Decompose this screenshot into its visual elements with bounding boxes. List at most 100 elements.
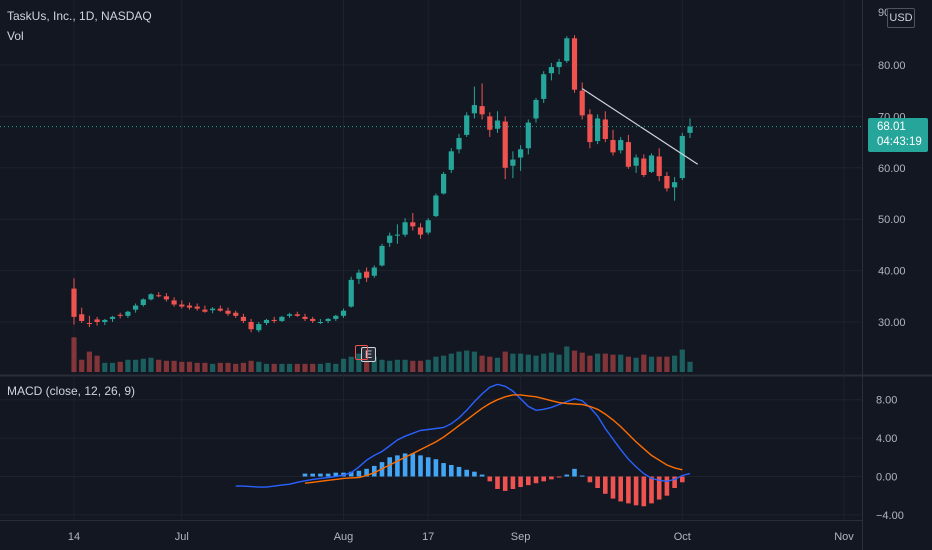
candle-body bbox=[163, 296, 169, 300]
volume-bar bbox=[548, 352, 554, 372]
macd-histogram-bar bbox=[464, 469, 469, 477]
candle-body bbox=[441, 173, 447, 194]
volume-bar bbox=[487, 356, 493, 372]
volume-bar bbox=[202, 362, 208, 372]
volume-bar bbox=[263, 363, 270, 372]
macd-histogram-bar bbox=[664, 476, 670, 496]
candle-body bbox=[148, 294, 154, 300]
volume-bar bbox=[664, 356, 670, 372]
macd-histogram-bar bbox=[510, 476, 516, 489]
candle-body bbox=[294, 314, 300, 316]
volume-bar bbox=[302, 363, 308, 372]
candle-body bbox=[448, 151, 454, 170]
volume-bar bbox=[256, 361, 262, 372]
volume-bar bbox=[471, 351, 477, 372]
candle-body bbox=[687, 126, 693, 133]
candle-body bbox=[587, 114, 593, 143]
volume-bar bbox=[394, 359, 400, 372]
volume-bar bbox=[410, 360, 416, 372]
candle-body bbox=[356, 272, 362, 279]
candle-body bbox=[202, 309, 208, 312]
candle-body bbox=[564, 38, 570, 61]
macd-histogram-bar bbox=[649, 476, 654, 504]
volume-bar bbox=[133, 359, 139, 372]
candle-body bbox=[340, 310, 347, 316]
volume-bar bbox=[287, 363, 293, 372]
volume-bar bbox=[679, 349, 685, 372]
macd-histogram-bar bbox=[433, 459, 439, 477]
candle-body bbox=[502, 121, 508, 168]
volume-bar bbox=[102, 362, 108, 372]
candle-body bbox=[233, 312, 239, 316]
macd-histogram-bar bbox=[549, 476, 554, 480]
candle-body bbox=[571, 38, 578, 90]
candle-body bbox=[394, 234, 400, 236]
price-tick-label: 50.00 bbox=[878, 214, 906, 226]
volume-bar bbox=[687, 361, 693, 372]
candle-body bbox=[648, 155, 655, 172]
macd-histogram-bar bbox=[318, 473, 323, 477]
candle-body bbox=[456, 137, 462, 150]
volume-bar bbox=[571, 350, 578, 372]
candle-body bbox=[402, 222, 408, 235]
currency-badge[interactable]: USD bbox=[887, 8, 915, 28]
volume-bar bbox=[556, 354, 562, 372]
candle-body bbox=[125, 311, 131, 316]
macd-histogram-bar bbox=[310, 473, 315, 477]
candle-body bbox=[579, 90, 585, 116]
candle-body bbox=[672, 182, 678, 188]
candle-body bbox=[133, 305, 139, 310]
macd-tick-label: 8.00 bbox=[876, 395, 897, 407]
candle-body bbox=[186, 305, 193, 308]
volume-bar bbox=[641, 354, 647, 372]
macd-histogram-bar bbox=[541, 476, 546, 482]
volume-bar bbox=[179, 361, 185, 372]
macd-title: MACD (close, 12, 26, 9) bbox=[7, 384, 136, 398]
volume-bar bbox=[94, 355, 100, 372]
volume-bar bbox=[464, 350, 470, 372]
macd-histogram-bar bbox=[572, 468, 577, 477]
candle-body bbox=[79, 314, 85, 321]
volume-bar bbox=[672, 355, 678, 372]
volume-bar bbox=[117, 361, 123, 372]
volume-bar bbox=[633, 357, 639, 372]
volume-bar bbox=[340, 358, 347, 372]
volume-bar bbox=[325, 362, 331, 372]
earnings-marker[interactable]: E bbox=[361, 347, 376, 362]
volume-bar bbox=[348, 356, 354, 372]
time-tick-label: 17 bbox=[422, 531, 434, 543]
candle-body bbox=[217, 308, 223, 311]
candle-body bbox=[541, 74, 547, 99]
candle-body bbox=[71, 288, 77, 317]
macd-histogram-bar bbox=[418, 455, 423, 477]
macd-histogram-bar bbox=[356, 470, 362, 477]
candle-body bbox=[425, 220, 431, 233]
volume-bar bbox=[618, 354, 624, 372]
macd-histogram-bar bbox=[633, 476, 639, 506]
candle-body bbox=[240, 316, 246, 321]
symbol-title: TaskUs, Inc., 1D, NASDAQ bbox=[7, 9, 152, 23]
macd-histogram-bar bbox=[364, 468, 369, 477]
candle-body bbox=[225, 310, 231, 314]
volume-bar bbox=[656, 356, 662, 372]
volume-bar bbox=[210, 363, 216, 372]
candle-body bbox=[102, 319, 108, 322]
macd-histogram-bar bbox=[595, 476, 600, 489]
macd-histogram-bar bbox=[579, 475, 585, 477]
candle-body bbox=[109, 316, 116, 319]
macd-histogram-bar bbox=[680, 476, 685, 483]
price-tick-label: 60.00 bbox=[878, 163, 906, 175]
volume-bar bbox=[333, 363, 339, 372]
macd-tick-label: 4.00 bbox=[876, 433, 897, 445]
candle-body bbox=[387, 235, 393, 243]
macd-histogram-bar bbox=[656, 476, 662, 500]
volume-bar bbox=[595, 353, 601, 372]
volume-bar bbox=[109, 362, 116, 372]
volume-bar bbox=[171, 360, 177, 372]
volume-bar bbox=[364, 357, 370, 372]
macd-histogram-bar bbox=[472, 471, 477, 477]
candle-body bbox=[379, 245, 385, 266]
candle-body bbox=[494, 120, 501, 129]
